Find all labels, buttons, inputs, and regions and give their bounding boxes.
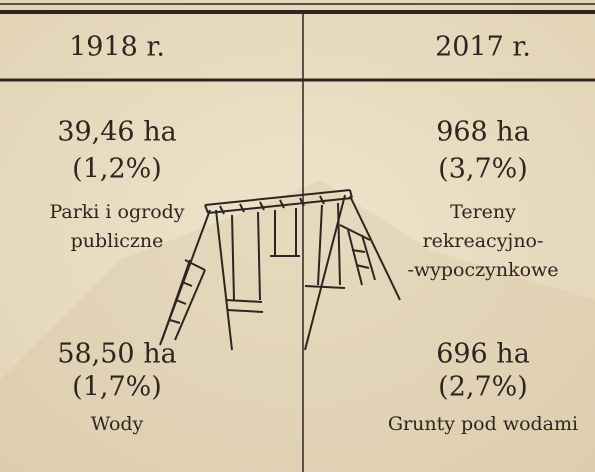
column-year: 2017 r. — [435, 32, 531, 63]
area-label: publiczne — [71, 230, 164, 252]
area-label: -wypoczynkowe — [407, 259, 558, 281]
area-share: (3,7%) — [438, 154, 528, 185]
area-share: (1,7%) — [72, 372, 162, 403]
area-share: (1,2%) — [72, 154, 162, 185]
area-value: 696 ha — [436, 339, 530, 370]
infographic: 1918 r. 39,46 ha (1,2%) Parki i ogrody publi… — [0, 0, 595, 472]
area-label: Parki i ogrody — [49, 201, 184, 223]
area-label: rekreacyjno- — [423, 230, 544, 252]
area-label: Wody — [91, 413, 144, 435]
page: 1918 r. 39,46 ha (1,2%) Parki i ogrody publi… — [0, 0, 595, 472]
area-value: 968 ha — [436, 117, 530, 148]
area-label: Tereny — [450, 201, 516, 223]
column-year: 1918 r. — [69, 32, 165, 63]
area-value: 58,50 ha — [57, 339, 176, 370]
area-label: Grunty pod wodami — [388, 413, 578, 435]
area-share: (2,7%) — [438, 372, 528, 403]
area-value: 39,46 ha — [57, 117, 176, 148]
